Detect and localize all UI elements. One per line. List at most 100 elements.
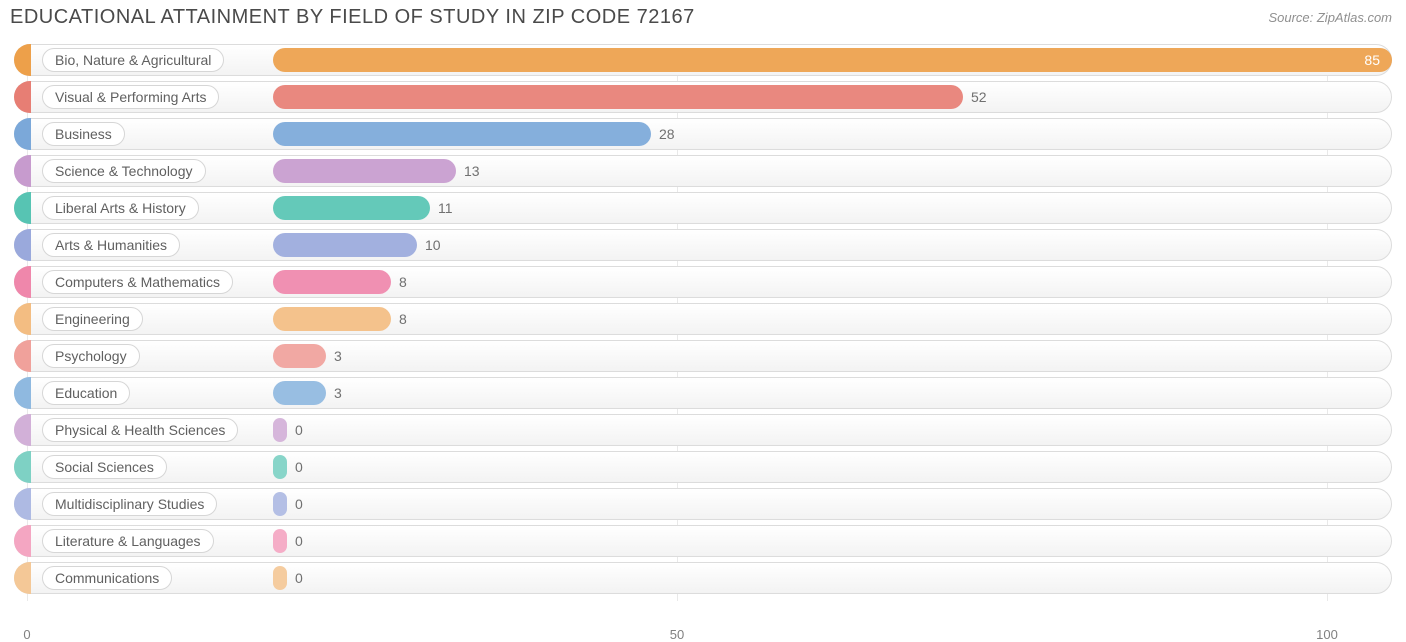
accent-strip (14, 303, 31, 335)
category-pill: Visual & Performing Arts (42, 85, 219, 109)
value-label: 3 (326, 340, 342, 372)
bar-row: Business 28 (14, 118, 1392, 150)
bar (273, 492, 287, 516)
category-pill: Multidisciplinary Studies (42, 492, 217, 516)
bar-row: Science & Technology13 (14, 155, 1392, 187)
category-pill: Business (42, 122, 125, 146)
accent-strip (14, 44, 31, 76)
category-pill: Literature & Languages (42, 529, 214, 553)
category-label: Bio, Nature & Agricultural (55, 52, 211, 68)
category-pill: Communications (42, 566, 172, 590)
bar (273, 566, 287, 590)
bar-track (14, 377, 1392, 409)
x-axis: 050100 (14, 605, 1392, 625)
category-pill: Social Sciences (42, 455, 167, 479)
category-pill: Education (42, 381, 130, 405)
bar-track (14, 340, 1392, 372)
bar-row: Communications 0 (14, 562, 1392, 594)
accent-strip (14, 118, 31, 150)
chart-area: Bio, Nature & Agricultural 85 Visual & Per… (14, 44, 1392, 601)
value-label: 0 (287, 562, 303, 594)
category-pill: Engineering (42, 307, 143, 331)
category-label: Liberal Arts & History (55, 200, 186, 216)
accent-strip (14, 155, 31, 187)
accent-strip (14, 377, 31, 409)
accent-strip (14, 414, 31, 446)
value-label: 0 (287, 488, 303, 520)
bar-row: Bio, Nature & Agricultural 85 (14, 44, 1392, 76)
accent-strip (14, 525, 31, 557)
accent-strip (14, 451, 31, 483)
bar-row: Multidisciplinary Studies 0 (14, 488, 1392, 520)
value-label: 8 (391, 266, 407, 298)
bar (273, 85, 963, 109)
bar (273, 455, 287, 479)
bar-row: Literature & Languages0 (14, 525, 1392, 557)
value-label: 0 (287, 414, 303, 446)
bar (273, 122, 651, 146)
category-pill: Liberal Arts & History (42, 196, 199, 220)
source-label: Source: ZipAtlas.com (1268, 10, 1392, 25)
accent-strip (14, 229, 31, 261)
value-label: 8 (391, 303, 407, 335)
bar (273, 381, 326, 405)
category-pill: Bio, Nature & Agricultural (42, 48, 224, 72)
bar-track (14, 562, 1392, 594)
category-label: Arts & Humanities (55, 237, 167, 253)
bar-track (14, 155, 1392, 187)
value-label: 0 (287, 451, 303, 483)
bar (273, 196, 430, 220)
category-label: Computers & Mathematics (55, 274, 220, 290)
chart-title: EDUCATIONAL ATTAINMENT BY FIELD OF STUDY… (10, 6, 695, 29)
accent-strip (14, 488, 31, 520)
bar-track (14, 525, 1392, 557)
value-label: 85 (1364, 44, 1392, 76)
accent-strip (14, 192, 31, 224)
bar (273, 159, 456, 183)
bar-row: Engineering 8 (14, 303, 1392, 335)
bar-track (14, 192, 1392, 224)
category-pill: Psychology (42, 344, 140, 368)
bar (273, 270, 391, 294)
category-label: Business (55, 126, 112, 142)
x-tick-label: 50 (670, 627, 684, 642)
x-tick-label: 100 (1316, 627, 1338, 642)
value-label: 28 (651, 118, 675, 150)
bar-row: Computers & Mathematics 8 (14, 266, 1392, 298)
accent-strip (14, 266, 31, 298)
bar-row: Arts & Humanities 10 (14, 229, 1392, 261)
bar-row: Education 3 (14, 377, 1392, 409)
bar (273, 233, 417, 257)
category-label: Multidisciplinary Studies (55, 496, 204, 512)
bar (273, 48, 1392, 72)
category-label: Education (55, 385, 117, 401)
x-tick-label: 0 (23, 627, 30, 642)
bar-row: Liberal Arts & History 11 (14, 192, 1392, 224)
bar-row: Physical & Health Sciences 0 (14, 414, 1392, 446)
category-label: Social Sciences (55, 459, 154, 475)
bar-row: Visual & Performing Arts 52 (14, 81, 1392, 113)
category-label: Engineering (55, 311, 130, 327)
bar (273, 529, 287, 553)
bar (273, 418, 287, 442)
accent-strip (14, 81, 31, 113)
category-label: Physical & Health Sciences (55, 422, 225, 438)
category-pill: Arts & Humanities (42, 233, 180, 257)
category-pill: Computers & Mathematics (42, 270, 233, 294)
category-pill: Physical & Health Sciences (42, 418, 238, 442)
category-label: Literature & Languages (55, 533, 201, 549)
value-label: 11 (430, 192, 453, 224)
bar-track (14, 229, 1392, 261)
bar-row: Social Sciences 0 (14, 451, 1392, 483)
value-label: 52 (963, 81, 987, 113)
value-label: 3 (326, 377, 342, 409)
bar (273, 344, 326, 368)
category-label: Science & Technology (55, 163, 193, 179)
bar-track (14, 303, 1392, 335)
category-pill: Science & Technology (42, 159, 206, 183)
value-label: 10 (417, 229, 441, 261)
category-label: Visual & Performing Arts (55, 89, 206, 105)
accent-strip (14, 562, 31, 594)
bar-track (14, 451, 1392, 483)
accent-strip (14, 340, 31, 372)
